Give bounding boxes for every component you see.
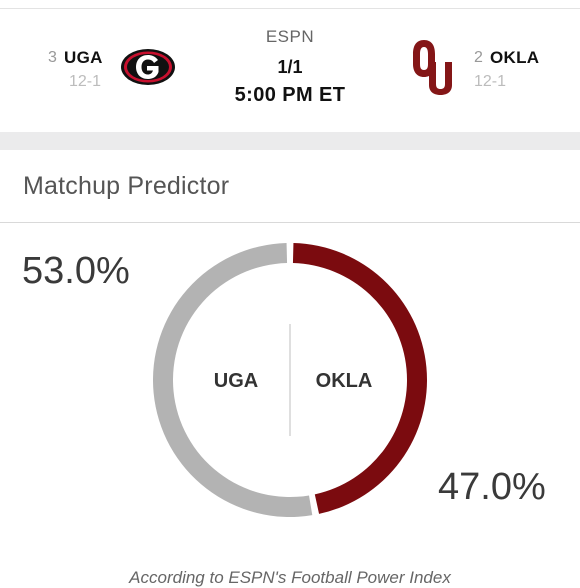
top-divider	[0, 8, 580, 9]
donut-slice-okla[interactable]	[292, 243, 428, 514]
away-team-record: 12-1	[69, 73, 102, 90]
georgia-g-logo-icon[interactable]	[120, 48, 176, 86]
game-time: 5:00 PM ET	[234, 84, 346, 106]
title-divider	[0, 222, 580, 223]
away-team-abbr[interactable]: UGA	[64, 48, 103, 67]
okla-center-label: OKLA	[316, 370, 373, 392]
fpi-footnote: According to ESPN's Football Power Index	[129, 568, 451, 587]
home-team-rank: 2	[474, 49, 483, 66]
uga-center-label: UGA	[214, 370, 258, 392]
donut-slice-uga[interactable]	[152, 243, 313, 517]
section-separator	[0, 132, 580, 150]
uga-win-percentage: 53.0%	[22, 250, 130, 292]
oklahoma-ou-logo-icon[interactable]	[410, 38, 456, 96]
broadcast-network: ESPN	[265, 27, 315, 46]
home-team-record: 12-1	[474, 73, 507, 90]
game-header[interactable]: 3 UGA 12-1 ESPN 1/1 5:00 PM ET 2 OKLA 12…	[0, 10, 580, 130]
okla-win-percentage: 47.0%	[438, 466, 546, 508]
game-date: 1/1	[277, 57, 303, 77]
home-team-abbr[interactable]: OKLA	[490, 48, 540, 67]
matchup-predictor-title: Matchup Predictor	[23, 172, 230, 200]
away-team-rank: 3	[48, 49, 57, 66]
